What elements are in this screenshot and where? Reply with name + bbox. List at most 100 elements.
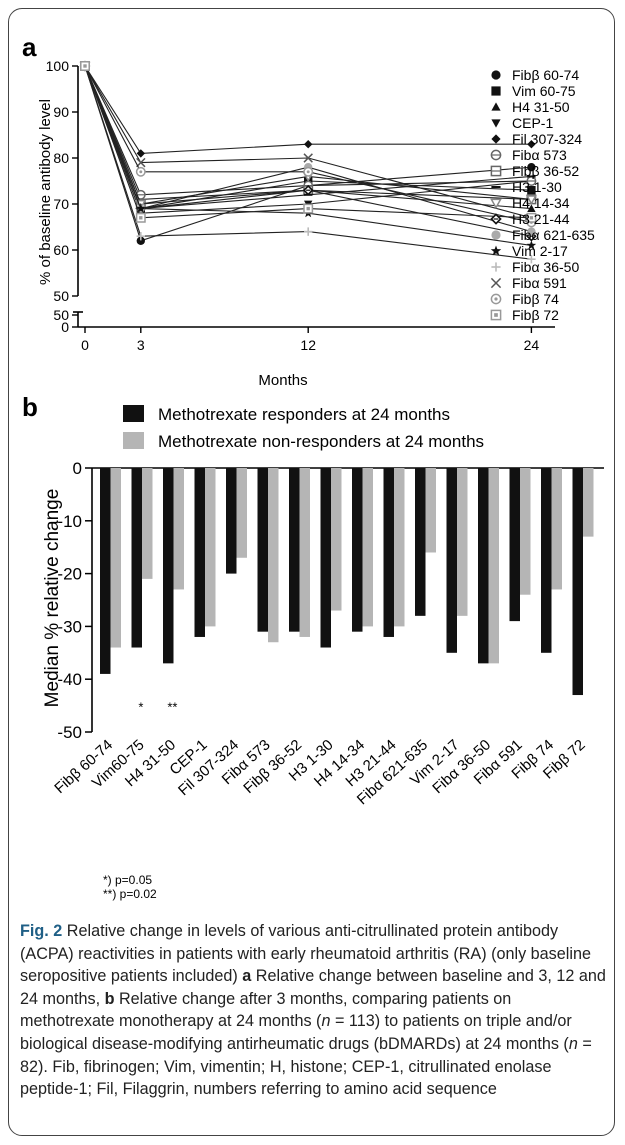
y-tick-label-b: 0 (73, 459, 82, 478)
series-fib-591-point (303, 153, 313, 163)
caption-a-text: Relative change between baseline and 3, … (20, 967, 606, 1008)
bar-h3-1-30-responders (320, 468, 331, 648)
series-fib-36-50-point (136, 232, 145, 241)
y-tick-label-b: -50 (57, 723, 82, 742)
bar-h4-31-50-non-responders (173, 468, 184, 590)
bar-cep-1-non-responders (205, 468, 216, 627)
series-fib-36-50-point (304, 227, 313, 236)
legend-marker-a (490, 213, 502, 225)
bar-h3-1-30-non-responders (331, 468, 342, 611)
y-axis-label-b: Median % relative change (42, 489, 63, 708)
bar-fib-591-responders (509, 468, 520, 622)
figure-caption: Fig. 2 Relative change in levels of vari… (20, 920, 610, 1101)
series-fib-36-50-point (527, 255, 536, 264)
legend-swatch-b (123, 405, 144, 422)
footnotes-b: *) p=0.05**) p=0.02 (103, 873, 157, 901)
caption-b-n2: = 82). Fib, fibrinogen; Vim, vimentin; H… (20, 1034, 592, 1099)
legend-label-a: H3 21-44 (512, 211, 570, 227)
series-fib-591-line (84, 65, 532, 219)
legend-label-a: Fibα 36-50 (512, 259, 579, 275)
series-fib-72-line (84, 65, 532, 219)
bar-fib-573-responders (257, 468, 268, 632)
bar-fib-72-non-responders (583, 468, 594, 537)
series-fib-60-74-point (136, 236, 145, 245)
series-fib-72-point (303, 203, 314, 214)
bar-fib-74-responders (541, 468, 552, 653)
series-h4-14-34-point (525, 195, 537, 206)
bar-fib-36-52-responders (289, 468, 300, 632)
legend-label-b: Methotrexate non-responders at 24 months (158, 432, 484, 451)
chart-panel-b: b Median % relative change Methotrexate … (22, 392, 604, 901)
legend-label-a: Vim 60-75 (512, 83, 576, 99)
legend-label-a: Fibα 591 (512, 275, 567, 291)
bar-fib-74-non-responders (551, 468, 562, 590)
x-tick-label-a: 12 (300, 337, 316, 353)
bar-fib-36-50-responders (478, 468, 489, 664)
bar-fib-36-52-non-responders (299, 468, 310, 637)
legend-label-a: Fibα 573 (512, 147, 567, 163)
caption-b-text-1: Relative change after 3 months, comparin… (20, 989, 512, 1031)
y-tick-label-a: 0 (61, 319, 69, 335)
y-tick-label-a: 70 (53, 196, 69, 212)
y-tick-label-a: 50 (53, 307, 69, 323)
series-fib-621-635-point (527, 227, 536, 236)
bar-fib-72-responders (572, 468, 583, 696)
legend-b: Methotrexate responders at 24 months Meth… (123, 405, 484, 451)
legend-marker-a (491, 119, 501, 128)
legend-swatch-b (123, 432, 144, 449)
legend-marker-a (491, 134, 501, 144)
caption-letter-b: b (104, 989, 115, 1008)
y-tick-label-a: 90 (53, 104, 69, 120)
significance-mark: ** (167, 700, 177, 715)
y-tick-label-a: 100 (46, 58, 70, 74)
legend-label-a: Fibα 621-635 (512, 227, 595, 243)
series-cep-1-line (84, 65, 532, 214)
legend-label-a: H3 1-30 (512, 179, 562, 195)
caption-text: Relative change in levels of various ant… (20, 922, 591, 986)
legend-marker-a (490, 309, 502, 321)
series-fil-307-324-point (527, 140, 536, 149)
bar-fib-60-74-non-responders (110, 468, 121, 648)
series-vim-2-17-point (526, 240, 537, 250)
legend-label-b: Methotrexate responders at 24 months (158, 405, 450, 424)
legend-marker-a (491, 102, 501, 111)
x-axis-label-a: Months (258, 372, 307, 389)
series-fib-60-74-point (527, 163, 536, 172)
series-fil-307-324-line (84, 65, 532, 154)
footnote-b: **) p=0.02 (103, 887, 157, 901)
footnote-b: *) p=0.05 (103, 873, 152, 887)
caption-figure-label: Fig. 2 (20, 922, 63, 940)
series-fil-307-324-point (304, 140, 313, 149)
x-tick-label-a: 24 (524, 337, 540, 353)
caption-b-n1: = 113) to patients on triple and/or biol… (20, 1012, 572, 1053)
figure-frame (8, 8, 615, 1136)
bar-h4-31-50-responders (163, 468, 174, 664)
legend-label-a: Fibβ 72 (512, 307, 559, 323)
bar-fib-621-635-responders (415, 468, 426, 616)
bar-fib-591-non-responders (520, 468, 531, 595)
legend-label-a: Fil 307-324 (512, 131, 582, 147)
legend-marker-a (491, 262, 501, 272)
y-tick-label-a: 50 (53, 288, 69, 304)
caption-letter-a: a (242, 967, 252, 986)
y-tick-label-b: -20 (57, 565, 82, 584)
bar-fib-36-50-non-responders (488, 468, 499, 664)
series-h4-31-50-point (527, 204, 536, 212)
legend-label-a: H4 14-34 (512, 195, 570, 211)
legend-marker-a (490, 149, 502, 161)
legend-label-a: Fibβ 74 (512, 291, 559, 307)
panel-letter-a: a (22, 32, 37, 62)
bar-fib-621-635-non-responders (425, 468, 436, 553)
bars-b: * ** (100, 468, 594, 715)
panel-letter-b: b (22, 392, 38, 422)
chart-panel-a: a % of baseline antibody level Months 05… (22, 32, 595, 389)
caption-n-var-1: n (321, 1012, 331, 1031)
legend-marker-a (491, 230, 501, 240)
bar-vim60-75-responders (131, 468, 142, 648)
bar-fib-573-non-responders (268, 468, 279, 643)
y-tick-label-a: 60 (53, 242, 69, 258)
series-fil-307-324-point (136, 149, 145, 158)
bar-fil-307-324-non-responders (236, 468, 247, 558)
